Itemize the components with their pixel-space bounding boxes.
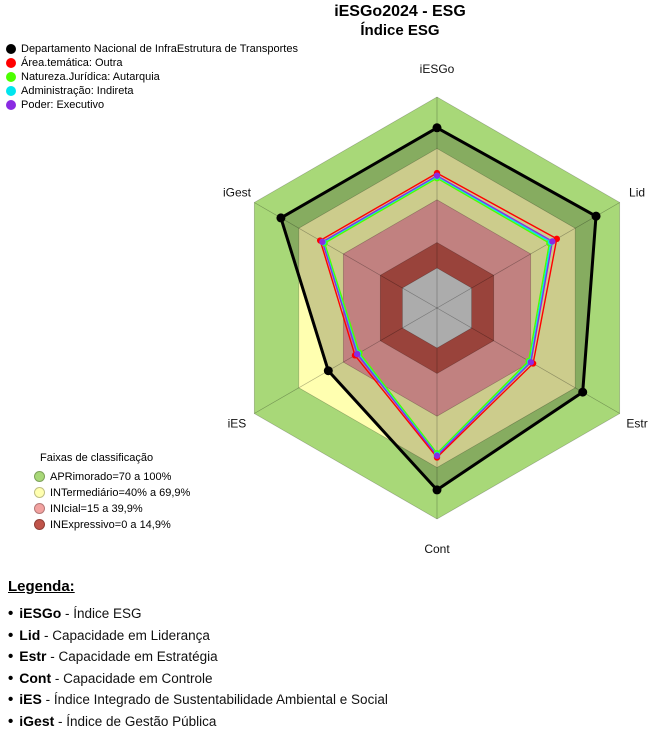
- axis-label-iESGo: iESGo: [420, 62, 455, 76]
- legend-term: Lid: [19, 626, 41, 643]
- axis-label-iES: iES: [228, 417, 247, 431]
- series-legend-item: Poder: Executivo: [6, 98, 298, 111]
- series-point: [433, 172, 441, 179]
- chart-subtitle: Índice ESG: [360, 22, 440, 39]
- legend-term: iESGo: [19, 605, 62, 621]
- series-point: [276, 213, 286, 223]
- series-color-dot-icon: [6, 57, 16, 68]
- series-legend-item: Natureza.Jurídica: Autarquia: [6, 70, 298, 83]
- legend-definition: • Cont - Capacidade em Controle: [8, 668, 388, 690]
- classification-bands-legend: Faixas de classificação APRimorado=70 a …: [34, 452, 190, 531]
- band-legend-label: INIcial=15 a 39,9%: [50, 502, 143, 515]
- band-legend-label: APRimorado=70 a 100%: [50, 470, 172, 483]
- band-legend-item: INIcial=15 a 39,9%: [34, 502, 190, 515]
- series-point: [353, 350, 361, 358]
- legend-term: Cont: [19, 669, 52, 686]
- bottom-legend-items: • iESGo - Índice ESG • Lid - Capacidade em …: [8, 603, 388, 732]
- band-color-dot-icon: [34, 471, 45, 482]
- center-floor-hexagon: [402, 267, 472, 349]
- bullet-icon: •: [8, 605, 14, 622]
- legend-term: iGest: [19, 712, 55, 729]
- axis-label-Estr: Estr: [626, 417, 647, 431]
- bottom-legend-heading: Legenda:: [8, 578, 75, 595]
- series-point: [549, 238, 556, 245]
- series-legend-item: Administração: Indireta: [6, 84, 298, 97]
- series-color-dot-icon: [6, 71, 16, 82]
- series-point: [433, 452, 441, 459]
- legend-definition: • iES - Índice Integrado de Sustentabilid…: [8, 689, 388, 711]
- bullet-icon: •: [8, 691, 14, 708]
- series-color-dot-icon: [6, 99, 16, 110]
- bottom-legend: Legenda: • iESGo - Índice ESG • Lid - Capac…: [8, 578, 388, 732]
- legend-desc: - Capacidade em Controle: [51, 670, 213, 686]
- band-legend-item: INTermediário=40% a 69,9%: [34, 486, 190, 499]
- series-legend-item: Área.temática: Outra: [6, 56, 298, 69]
- legend-desc: - Índice ESG: [61, 606, 142, 621]
- legend-definition: • iESGo - Índice ESG: [8, 603, 388, 625]
- series-legend: Departamento Nacional de InfraEstrutura …: [6, 42, 298, 111]
- chart-title: iESGo2024 - ESG: [334, 3, 466, 20]
- axis-label-Lid: Lid: [629, 186, 645, 200]
- legend-desc: - Índice Integrado de Sustentabilidade A…: [41, 692, 388, 707]
- series-legend-label: Poder: Executivo: [21, 98, 105, 111]
- axis-label-iGest: iGest: [223, 186, 252, 200]
- band-color-dot-icon: [34, 519, 45, 530]
- series-point: [319, 238, 326, 246]
- band-legend-label: INExpressivo=0 a 14,9%: [50, 518, 171, 531]
- legend-term: iES: [19, 691, 42, 707]
- axis-label-Cont: Cont: [424, 542, 450, 556]
- legend-definition: • Estr - Capacidade em Estratégia: [8, 646, 388, 668]
- axis-spoke: [436, 202, 620, 309]
- band-color-dot-icon: [34, 503, 45, 514]
- bullet-icon: •: [8, 648, 14, 665]
- bullet-icon: •: [8, 626, 14, 644]
- series-point: [578, 387, 588, 397]
- bands-legend-items: APRimorado=70 a 100% INTermediário=40% a …: [34, 470, 190, 531]
- bands-legend-title: Faixas de classificação: [40, 452, 154, 464]
- legend-desc: - Capacidade em Estratégia: [46, 649, 218, 664]
- legend-desc: - Índice de Gestão Pública: [54, 713, 217, 729]
- series-color-dot-icon: [6, 43, 16, 54]
- series-legend-label: Área.temática: Outra: [21, 56, 123, 69]
- legend-definition: • Lid - Capacidade em Liderança: [8, 625, 388, 647]
- series-point: [323, 366, 333, 376]
- axis-spoke: [254, 307, 438, 414]
- band-legend-label: INTermediário=40% a 69,9%: [50, 486, 191, 499]
- series-point: [591, 211, 601, 221]
- series-point: [432, 485, 442, 495]
- legend-definition: • iGest - Índice de Gestão Pública: [8, 711, 388, 733]
- band-legend-item: APRimorado=70 a 100%: [34, 470, 190, 483]
- legend-term: Estr: [19, 648, 47, 664]
- bullet-icon: •: [8, 712, 14, 730]
- series-legend-label: Natureza.Jurídica: Autarquia: [21, 70, 160, 83]
- series-legend-label: Departamento Nacional de InfraEstrutura …: [21, 42, 298, 55]
- series-point: [432, 123, 442, 133]
- series-color-dot-icon: [6, 85, 16, 96]
- series-legend-item: Departamento Nacional de InfraEstrutura …: [6, 42, 298, 55]
- series-legend-label: Administração: Indireta: [21, 84, 134, 97]
- band-color-dot-icon: [34, 487, 45, 498]
- bullet-icon: •: [8, 669, 14, 687]
- series-point: [527, 359, 535, 366]
- legend-desc: - Capacidade em Liderança: [40, 627, 210, 643]
- band-legend-item: INExpressivo=0 a 14,9%: [34, 518, 190, 531]
- chart-title-block: iESGo2024 - ESG Índice ESG: [140, 2, 660, 40]
